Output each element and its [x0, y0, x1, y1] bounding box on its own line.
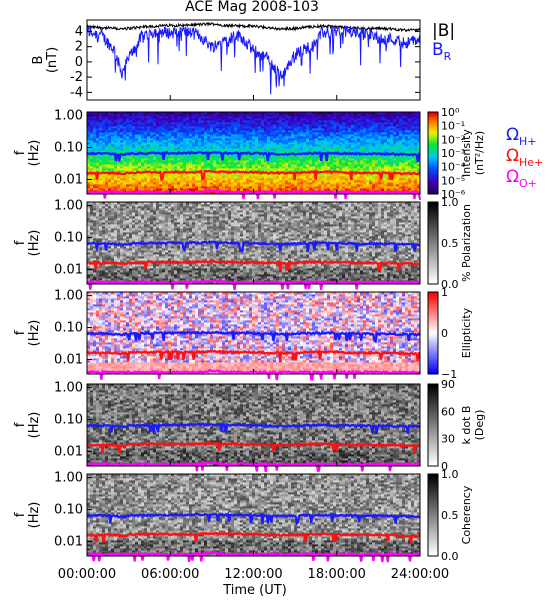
b-ytick-label: -2 — [70, 70, 83, 85]
spectrogram-intensity: 1.00 0.10 0.01 f (Hz) 10⁰10⁻¹10⁻²10⁻³10⁻⁴10⁻⁵… — [13, 106, 486, 201]
f-ytick-label: 1.00 — [54, 109, 83, 124]
colorbar-label: Intensity — [460, 129, 473, 177]
b-ylabel: B — [31, 56, 46, 65]
b-yunit: (nT) — [45, 47, 60, 73]
colorbar-tick-label: 10⁰ — [441, 106, 460, 119]
spectrogram-panels: 1.00 0.10 0.01 f (Hz) 10⁰10⁻¹10⁻²10⁻³10⁻⁴10⁻⁵… — [13, 106, 486, 563]
intensity-colorbar: 10⁰10⁻¹10⁻²10⁻³10⁻⁴10⁻⁵10⁻⁶Intensity (nT²… — [428, 106, 486, 201]
colorbar-unit: (nT²/Hz) — [473, 131, 486, 175]
legend-b-total: |B| — [432, 21, 455, 41]
f-ytick-label: 0.01 — [54, 172, 83, 187]
f-ylabel: f — [13, 150, 28, 155]
b-ytick-label: -4 — [70, 85, 83, 100]
f-yunit: (Hz) — [27, 140, 42, 167]
b-ytick-label: 0 — [75, 55, 83, 70]
spectrogram-polarization: 1.000.100.01f (Hz)1.00.50.0% Polarization — [13, 196, 473, 291]
legend-b-r: BR — [432, 40, 452, 63]
b-field-panel: 420-2-4 B (nT) |B| BR — [31, 20, 455, 100]
b-ytick-label: 4 — [75, 24, 83, 39]
b-ytick-label: 2 — [75, 40, 83, 55]
figure-title: ACE Mag 2008-103 — [185, 0, 319, 15]
f-ytick-label: 0.10 — [54, 141, 83, 156]
